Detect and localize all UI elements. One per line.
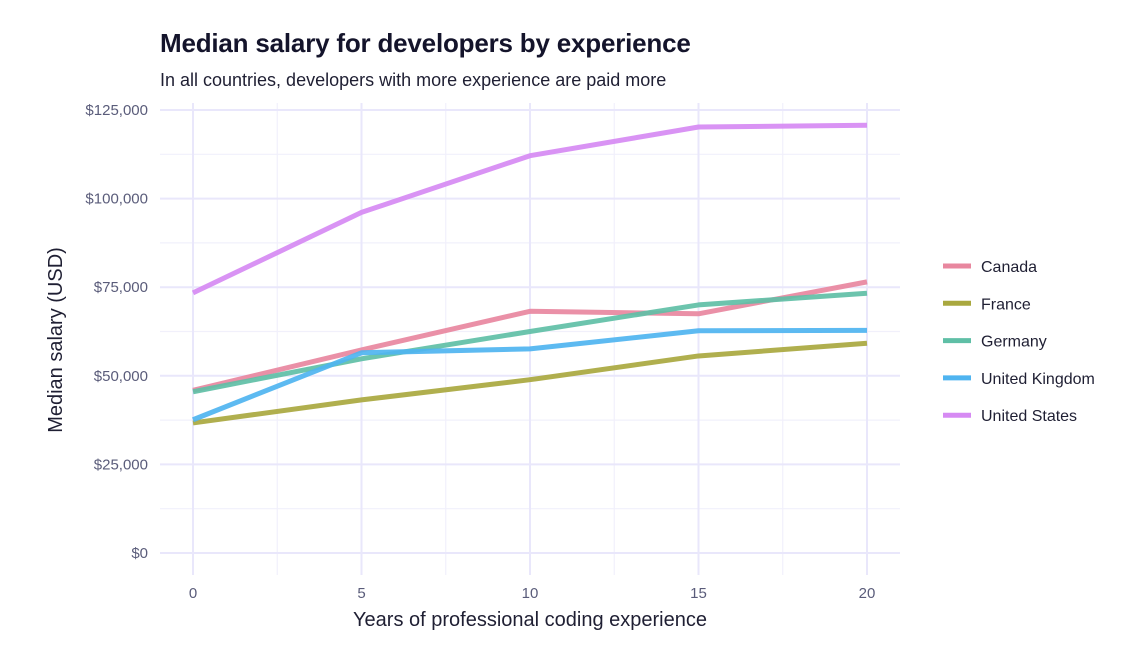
- y-tick-label: $25,000: [94, 456, 148, 473]
- series-lines: [191, 122, 868, 426]
- x-tick-label: 5: [357, 585, 365, 602]
- series-line-united-kingdom: [192, 327, 868, 423]
- x-tick-label: 10: [522, 585, 539, 602]
- legend-label-germany: Germany: [981, 334, 1047, 351]
- y-tick-label: $100,000: [85, 191, 148, 208]
- x-axis-title: Years of professional coding experience: [353, 609, 707, 631]
- series-line-france: [192, 340, 868, 426]
- chart-subtitle: In all countries, developers with more e…: [160, 70, 667, 90]
- legend: Canada France Germany United Kingdom United …: [943, 259, 1095, 425]
- legend-label-united-states: United States: [981, 408, 1077, 425]
- x-axis-ticks: 0 5 10 15 20: [189, 585, 876, 602]
- chart-title: Median salary for developers by experien…: [160, 28, 691, 58]
- y-tick-label: $0: [131, 545, 148, 562]
- gridlines: [160, 103, 900, 575]
- y-tick-label: $75,000: [94, 279, 148, 296]
- x-tick-label: 20: [859, 585, 876, 602]
- legend-label-canada: Canada: [981, 259, 1037, 276]
- series-line-germany: [192, 290, 868, 395]
- y-axis-title: Median salary (USD): [45, 247, 67, 433]
- series-line-united-states: [191, 122, 868, 296]
- legend-label-united-kingdom: United Kingdom: [981, 371, 1095, 388]
- y-tick-label: $125,000: [85, 102, 148, 119]
- y-tick-label: $50,000: [94, 368, 148, 385]
- x-tick-label: 15: [690, 585, 707, 602]
- y-axis-ticks: $0 $25,000 $50,000 $75,000 $100,000 $125,000: [85, 102, 148, 562]
- legend-label-france: France: [981, 296, 1031, 313]
- x-tick-label: 0: [189, 585, 197, 602]
